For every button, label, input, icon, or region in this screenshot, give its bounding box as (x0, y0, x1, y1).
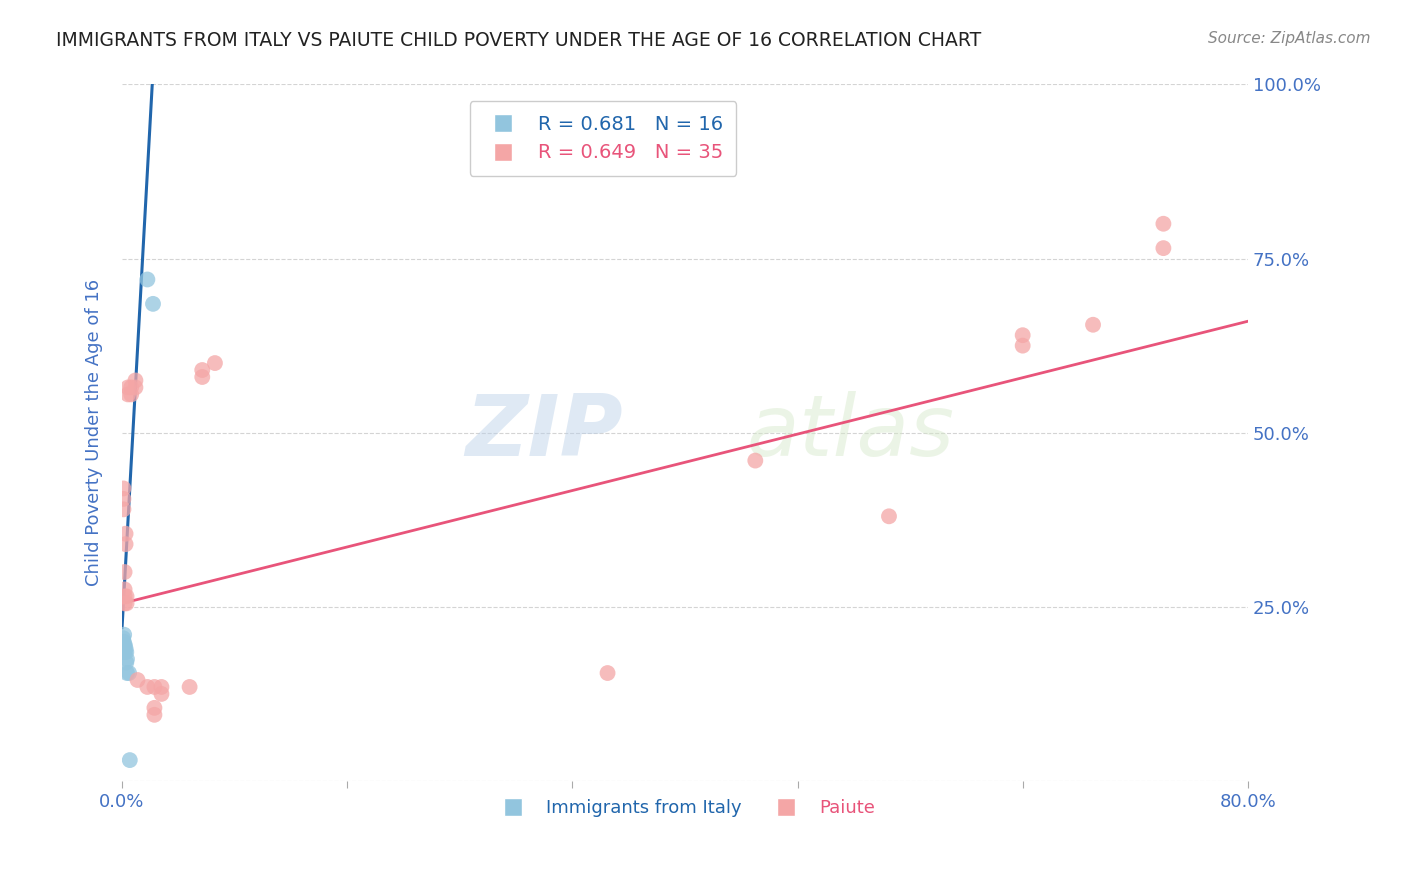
Point (115, 590, 138, 604)
Point (120, 387, 142, 401)
Point (1011, 338, 1033, 352)
Point (115, 656, 138, 670)
Point (1011, 328, 1033, 343)
Point (112, 634, 135, 648)
Point (112, 628, 135, 642)
Point (117, 380, 139, 394)
Point (1152, 217, 1174, 231)
Point (191, 370, 214, 384)
Point (114, 641, 136, 656)
Point (127, 673, 149, 687)
Point (1081, 318, 1104, 332)
Point (112, 638, 135, 652)
Point (114, 596, 136, 610)
Legend: Immigrants from Italy, Paiute: Immigrants from Italy, Paiute (488, 792, 882, 824)
Point (150, 680, 173, 694)
Point (115, 596, 138, 610)
Point (115, 666, 138, 681)
Point (118, 753, 141, 767)
Text: ZIP: ZIP (465, 392, 623, 475)
Point (744, 453, 766, 467)
Point (136, 680, 159, 694)
Point (596, 666, 619, 681)
Point (179, 680, 201, 694)
Point (204, 356, 226, 370)
Point (1152, 241, 1174, 255)
Point (136, 272, 159, 286)
Point (115, 645, 138, 659)
Point (112, 645, 135, 659)
Point (112, 482, 135, 496)
Point (142, 297, 165, 311)
Text: Source: ZipAtlas.com: Source: ZipAtlas.com (1208, 31, 1371, 46)
Point (191, 363, 214, 377)
Point (120, 380, 142, 394)
Point (114, 526, 136, 541)
Point (143, 701, 166, 715)
Point (150, 687, 173, 701)
Point (114, 565, 136, 579)
Point (112, 638, 135, 652)
Point (124, 380, 146, 394)
Text: IMMIGRANTS FROM ITALY VS PAIUTE CHILD POVERTY UNDER THE AGE OF 16 CORRELATION CH: IMMIGRANTS FROM ITALY VS PAIUTE CHILD PO… (56, 31, 981, 50)
Point (118, 666, 141, 681)
Point (112, 491, 135, 506)
Point (112, 502, 135, 516)
Point (114, 537, 136, 551)
Point (124, 374, 146, 388)
Text: atlas: atlas (747, 392, 955, 475)
Point (114, 582, 136, 597)
Point (114, 645, 136, 659)
Point (143, 707, 166, 722)
Point (112, 641, 135, 656)
Point (143, 680, 166, 694)
Point (114, 590, 136, 604)
Point (114, 638, 136, 652)
Point (117, 387, 139, 401)
Point (112, 631, 135, 645)
Point (115, 652, 138, 666)
Y-axis label: Child Poverty Under the Age of 16: Child Poverty Under the Age of 16 (86, 279, 103, 586)
Point (877, 509, 900, 524)
